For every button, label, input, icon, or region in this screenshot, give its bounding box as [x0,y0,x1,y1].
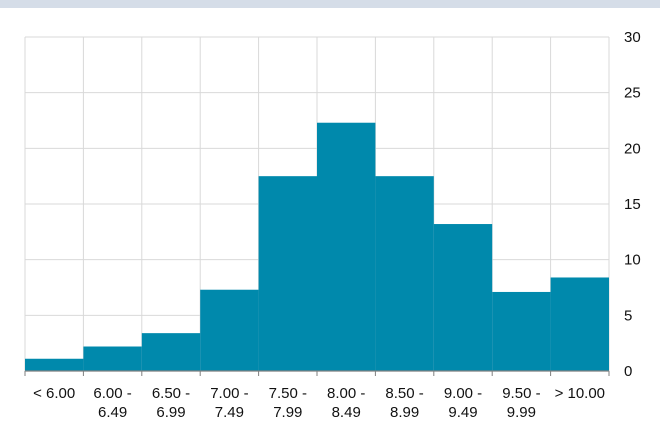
top-band [0,0,660,8]
x-tick-label-5: 8.00 -8.49 [327,385,365,421]
y-tick-label-4: 20 [624,140,641,157]
x-tick-label-6: 8.50 -8.99 [385,385,423,421]
bar-1 [83,346,142,371]
bar-8 [492,291,551,371]
x-tick-label-7: 9.00 -9.49 [444,385,482,421]
bar-0 [25,358,84,371]
y-tick-label-3: 15 [624,196,641,213]
bar-6 [375,176,434,371]
axis [24,370,610,376]
x-tick-labels: < 6.00 6.00 -6.49 6.50 -6.99 7.00 -7.49 7.50… [33,385,605,421]
bars [25,122,609,371]
x-tick-label-0: < 6.00 [33,385,75,402]
y-tick-label-1: 5 [624,307,632,324]
y-tick-label-2: 10 [624,252,641,269]
x-tick-label-8: 9.50 -9.99 [502,385,540,421]
bar-4 [258,176,317,371]
y-tick-labels: 0 5 10 15 20 25 30 [624,29,641,380]
bar-9 [550,277,609,371]
x-tick-label-3: 7.00 -7.49 [210,385,248,421]
bar-5 [317,122,376,371]
bar-7 [433,224,493,371]
y-tick-label-6: 30 [624,29,641,46]
y-tick-label-0: 0 [624,363,632,380]
x-tick-label-4: 7.50 -7.99 [269,385,307,421]
x-tick-label-2: 6.50 -6.99 [152,385,190,421]
x-tick-label-1: 6.00 -6.49 [93,385,131,421]
y-tick-label-5: 25 [624,85,641,102]
bar-3 [200,289,259,371]
bar-2 [141,333,201,371]
x-tick-label-9: > 10.00 [555,385,605,402]
